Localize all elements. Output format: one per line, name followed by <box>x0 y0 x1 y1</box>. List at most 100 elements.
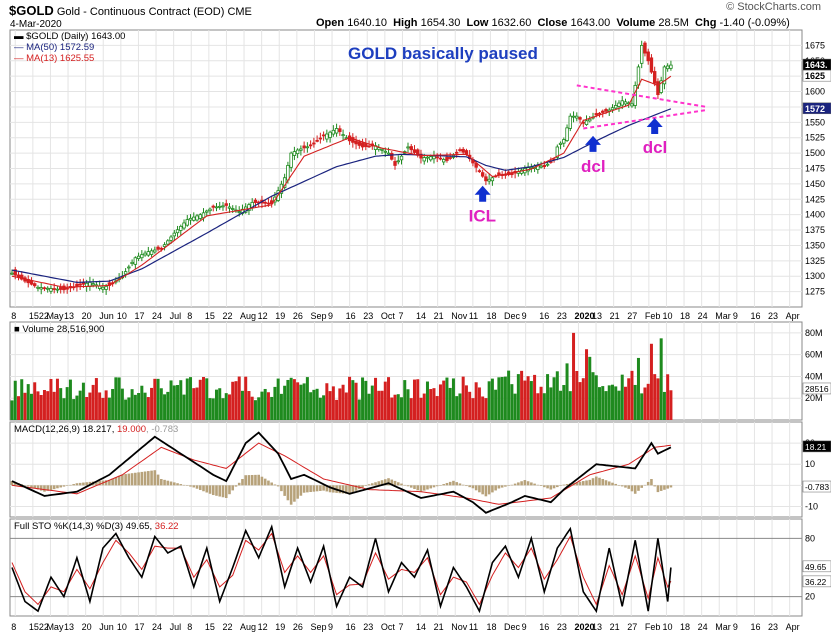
macd-histogram-bar <box>413 485 416 489</box>
price-right-tag-label: 1643. <box>805 60 828 70</box>
chart-annotation-title: GOLD basically paused <box>348 44 538 63</box>
volume-bar <box>202 376 206 420</box>
macd-histogram-bar <box>241 479 244 486</box>
date-label: 4-Mar-2020 <box>10 19 62 30</box>
macd-histogram-bar <box>163 479 166 486</box>
volume-bar <box>559 390 563 420</box>
price-candle <box>208 208 212 212</box>
x-tick-label: 7 <box>398 311 403 321</box>
dcl-arrow-2 <box>646 118 663 135</box>
x-tick-label: Dec <box>504 311 521 321</box>
volume-bar <box>318 397 322 420</box>
macd-histogram-bar <box>478 485 481 493</box>
price-candle <box>308 144 313 147</box>
ma50-legend-text: MA(50) 1572.59 <box>26 42 95 53</box>
macd-histogram-bar <box>156 474 160 486</box>
price-title-text: $GOLD (Daily) 1643.00 <box>26 31 126 42</box>
price-candle <box>247 204 251 211</box>
volume-bar <box>412 379 416 420</box>
macd-histogram-bar <box>390 479 394 486</box>
macd-histogram-bar <box>588 479 592 486</box>
price-candle <box>480 172 485 177</box>
price-candle <box>649 57 654 73</box>
price-candle <box>438 157 443 160</box>
price-candle <box>454 151 459 154</box>
volume-bar <box>507 370 511 420</box>
panel-macd <box>9 421 803 518</box>
volume-bar <box>510 384 514 420</box>
volume-bar <box>302 383 306 420</box>
macd-histogram-bar <box>134 472 137 486</box>
x-tick-label: 1522 <box>29 622 49 632</box>
x-tick-label: 8 <box>11 311 16 321</box>
price-candle <box>640 44 644 64</box>
volume-bar <box>429 389 433 420</box>
price-candle <box>562 139 566 144</box>
price-candle <box>62 285 66 291</box>
price-candle <box>218 205 222 208</box>
volume-bar <box>572 332 576 420</box>
volume-bar <box>455 396 459 420</box>
volume-bar <box>659 338 663 420</box>
price-candle <box>636 66 641 86</box>
price-candle <box>412 149 417 153</box>
price-candle <box>289 152 293 168</box>
price-candle <box>568 115 572 129</box>
volume-bar <box>666 374 670 420</box>
macd-right-tag-label: 18.21 <box>805 442 827 452</box>
x-tick-label: 11 <box>469 311 478 321</box>
macd-histogram-bar <box>637 485 640 491</box>
macd-histogram-bar <box>143 471 147 486</box>
macd-histogram-bar <box>656 485 660 493</box>
sto-right-tag <box>802 575 831 588</box>
macd-histogram-bar <box>383 479 387 486</box>
macd-histogram-bar <box>465 485 468 487</box>
volume-bar <box>247 391 251 420</box>
macd-histogram-bar <box>614 483 618 486</box>
macd-histogram-bar <box>108 479 111 486</box>
volume-bar <box>257 397 261 420</box>
volume-bar <box>250 396 254 420</box>
macd-histogram-bar <box>62 485 66 487</box>
y-tick-label: 1550 <box>805 117 825 127</box>
volume-bar <box>46 391 50 420</box>
macd-histogram-bar <box>341 485 345 494</box>
x-tick-label: 18 <box>680 622 690 632</box>
macd-histogram-bar <box>513 483 517 486</box>
volume-bar <box>357 399 361 420</box>
macd-histogram-bar <box>302 485 306 493</box>
volume-bar <box>533 374 537 420</box>
price-candle <box>652 71 657 84</box>
x-tick-label: 13 <box>64 622 74 632</box>
sto-d-legend: 36.22 <box>154 521 179 532</box>
volume-bar <box>260 391 264 420</box>
x-tick-label: 21 <box>434 622 444 632</box>
dcl-label-1: dcl <box>581 157 606 176</box>
macd-histogram-bar <box>504 485 507 487</box>
price-candle <box>214 206 219 209</box>
macd-histogram-bar <box>130 473 134 486</box>
price-candle <box>211 205 215 208</box>
volume-bar <box>656 378 660 420</box>
x-tick-label: 10 <box>117 622 127 632</box>
x-tick-label: Jun <box>99 622 114 632</box>
price-candle <box>91 283 95 286</box>
volume-bar <box>234 381 238 420</box>
dcl-arrow-1 <box>585 135 602 152</box>
price-candle <box>292 151 297 156</box>
volume-bar <box>607 385 611 420</box>
macd-histogram-bar <box>231 485 235 491</box>
price-candle <box>614 105 618 109</box>
y-tick-label: 1375 <box>805 225 825 235</box>
open-value: 1640.10 <box>347 17 387 29</box>
x-tick-label: 9 <box>522 311 527 321</box>
volume-bar <box>529 381 533 420</box>
volume-bar <box>627 378 631 420</box>
price-candle <box>81 282 86 285</box>
macd-legend: MACD(12,26,9) 18.217, 19.000, -0.783 <box>14 424 178 435</box>
volume-bar <box>477 387 481 420</box>
macd-histogram-bar <box>176 483 179 486</box>
volume-bar <box>322 395 326 420</box>
macd-histogram-bar <box>530 482 533 486</box>
price-candle <box>555 146 560 158</box>
